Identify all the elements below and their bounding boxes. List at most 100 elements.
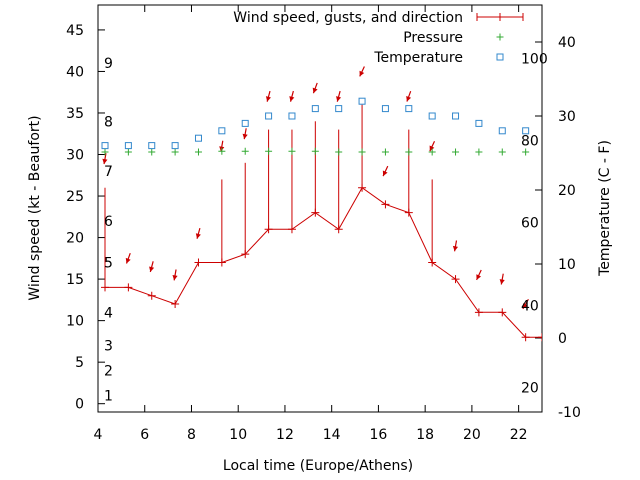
arrow-head bbox=[406, 95, 412, 102]
arrow-head bbox=[125, 257, 131, 264]
arrow-head bbox=[382, 170, 388, 177]
wind-speed-point bbox=[311, 208, 320, 217]
arrow-head bbox=[149, 266, 155, 272]
temperature-point bbox=[498, 127, 506, 135]
beaufort-label: 6 bbox=[104, 214, 113, 230]
arrow-head bbox=[312, 87, 318, 94]
pressure-point bbox=[498, 148, 506, 156]
wind-speed-point bbox=[217, 258, 226, 267]
wind-speed-point bbox=[124, 283, 133, 292]
beaufort-label: 2 bbox=[104, 363, 113, 379]
wind-direction-arrow bbox=[172, 269, 178, 281]
wind-speed-line bbox=[105, 186, 542, 338]
y2-tick-label: 0 bbox=[558, 331, 567, 347]
x-tick-label: 22 bbox=[510, 427, 528, 443]
pressure-point bbox=[335, 148, 343, 156]
legend-temperature-marker bbox=[496, 53, 504, 61]
temperature-point bbox=[358, 97, 366, 105]
temperature-point bbox=[171, 142, 179, 150]
pressure-point bbox=[148, 148, 156, 156]
legend-label-pressure: Pressure bbox=[403, 30, 463, 46]
pressure-point bbox=[288, 147, 296, 155]
wind-speed-point bbox=[171, 300, 180, 309]
arrow-head bbox=[499, 279, 505, 285]
wind-direction-arrow bbox=[265, 90, 271, 102]
temperature-point bbox=[522, 127, 530, 135]
arrow-head bbox=[289, 96, 295, 102]
wind-speed-point bbox=[241, 250, 250, 259]
wind-speed-point bbox=[264, 225, 273, 234]
temperature-point bbox=[428, 112, 436, 120]
legend-pressure-marker bbox=[496, 33, 504, 41]
pressure-point bbox=[428, 148, 436, 156]
wind-speed-point bbox=[194, 258, 203, 267]
arrow-head bbox=[359, 70, 365, 77]
wind-direction-arrow bbox=[359, 66, 365, 77]
wind-speed-point bbox=[287, 225, 296, 234]
y-tick-label: 25 bbox=[66, 189, 84, 205]
arrow-head bbox=[476, 274, 482, 280]
arrow-head bbox=[242, 133, 248, 140]
y2-tick-label: 30 bbox=[558, 109, 576, 125]
fahrenheit-label: 40 bbox=[521, 298, 539, 314]
arrow-head bbox=[452, 245, 459, 252]
pressure-point bbox=[405, 148, 413, 156]
temperature-point bbox=[148, 142, 156, 150]
y-tick-label: 10 bbox=[66, 314, 84, 330]
y-tick-label: 35 bbox=[66, 106, 84, 122]
y-tick-label: 5 bbox=[75, 355, 84, 371]
wind-direction-arrow bbox=[195, 227, 201, 239]
wind-direction-arrow bbox=[312, 82, 318, 94]
pressure-point bbox=[475, 148, 483, 156]
y2-tick-label: 10 bbox=[558, 257, 576, 273]
wind-direction-arrow bbox=[499, 273, 505, 285]
temperature-point bbox=[101, 142, 109, 150]
x-tick-label: 20 bbox=[463, 427, 481, 443]
wind-direction-arrow bbox=[382, 165, 389, 177]
y-axis-label: Wind speed (kt - Beaufort) bbox=[27, 115, 43, 300]
wind-speed-point bbox=[428, 258, 437, 267]
x-axis-label: Local time (Europe/Athens) bbox=[223, 458, 413, 474]
ticks-layer bbox=[97, 5, 542, 413]
beaufort-label: 8 bbox=[104, 114, 113, 130]
arrow-head bbox=[172, 274, 178, 281]
beaufort-label: 3 bbox=[104, 339, 113, 355]
fahrenheit-label: 100 bbox=[521, 51, 548, 67]
temperature-point bbox=[381, 105, 389, 113]
temperature-point bbox=[124, 142, 132, 150]
wind-direction-arrow bbox=[522, 298, 529, 310]
temperature-point bbox=[218, 127, 226, 135]
temperature-point bbox=[241, 119, 249, 127]
temperature-point bbox=[405, 105, 413, 113]
beaufort-label: 9 bbox=[104, 56, 113, 72]
y-tick-label: 30 bbox=[66, 148, 84, 164]
arrow-head bbox=[336, 96, 342, 102]
wind-speed-point bbox=[474, 308, 483, 317]
x-tick-label: 16 bbox=[370, 427, 388, 443]
wind-direction-arrow bbox=[102, 153, 108, 165]
x-tick-label: 8 bbox=[187, 427, 196, 443]
pressure-point bbox=[218, 147, 226, 155]
wind-speed-point bbox=[538, 333, 542, 342]
pressure-point bbox=[241, 147, 249, 155]
x-tick-label: 4 bbox=[94, 427, 103, 443]
wind-direction-arrow bbox=[289, 90, 295, 102]
pressure-point bbox=[171, 148, 179, 156]
pressure-point bbox=[124, 148, 132, 156]
beaufort-label: 1 bbox=[104, 388, 113, 404]
wind-direction-arrow bbox=[476, 269, 482, 281]
temperature-point bbox=[475, 119, 483, 127]
pressure-point bbox=[358, 148, 366, 156]
pressure-point bbox=[311, 147, 319, 155]
pressure-point bbox=[522, 148, 530, 156]
arrow-head bbox=[195, 233, 201, 239]
y-tick-label: 45 bbox=[66, 23, 84, 39]
x-tick-label: 6 bbox=[140, 427, 149, 443]
y2-tick-label: 40 bbox=[558, 35, 576, 51]
arrow-head bbox=[102, 158, 108, 165]
y2-tick-label: 20 bbox=[558, 183, 576, 199]
temperature-point bbox=[288, 112, 296, 120]
legend: Wind speed, gusts, and direction Pressure… bbox=[233, 10, 524, 66]
beaufort-label: 5 bbox=[104, 255, 113, 271]
